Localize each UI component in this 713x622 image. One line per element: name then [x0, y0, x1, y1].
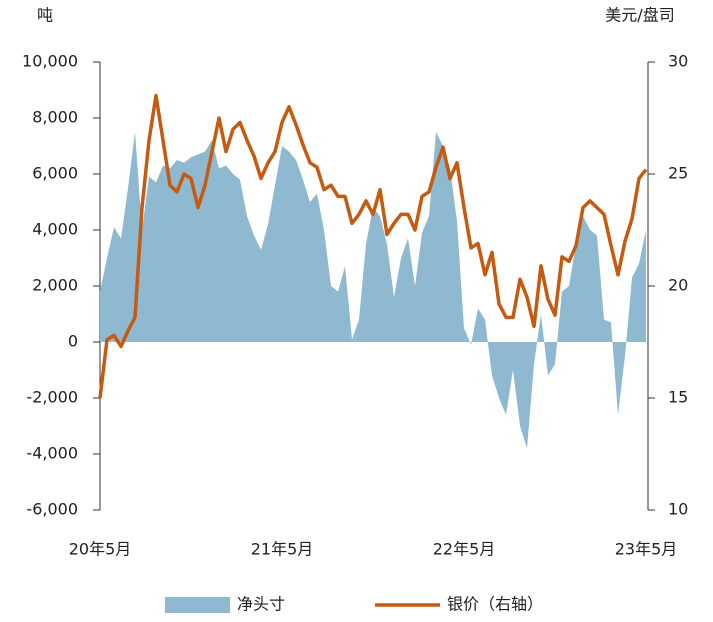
y2-tick-label: 25: [668, 164, 688, 183]
y2-tick-label: 30: [668, 52, 688, 71]
legend-label: 净头寸: [237, 595, 285, 614]
y-tick-label: 2,000: [32, 276, 78, 295]
y2-tick-label: 10: [668, 500, 688, 519]
y2-tick-label: 15: [668, 388, 688, 407]
x-tick-label: 23年5月: [615, 540, 678, 559]
y-tick-label: 4,000: [32, 220, 78, 239]
line: [98, 93, 648, 399]
area: [100, 132, 646, 449]
y-tick-label: 10,000: [22, 52, 78, 71]
y-tick-label: -6,000: [26, 500, 78, 519]
x-tick-label: 22年5月: [433, 540, 496, 559]
y-axis-label: 吨: [37, 6, 53, 25]
y2-tick-label: 20: [668, 276, 688, 295]
x-tick-label: 21年5月: [251, 540, 314, 559]
y-tick-label: -2,000: [26, 388, 78, 407]
x-tick-label: 20年5月: [69, 540, 132, 559]
y-tick-label: 6,000: [32, 164, 78, 183]
legend-swatch: [165, 597, 230, 613]
y-tick-label: 8,000: [32, 108, 78, 127]
y-tick-label: -4,000: [26, 444, 78, 463]
legend-label: 银价（右轴）: [447, 595, 543, 614]
y2-axis-label: 美元/盘司: [605, 6, 674, 25]
y-tick-label: 0: [68, 332, 78, 351]
